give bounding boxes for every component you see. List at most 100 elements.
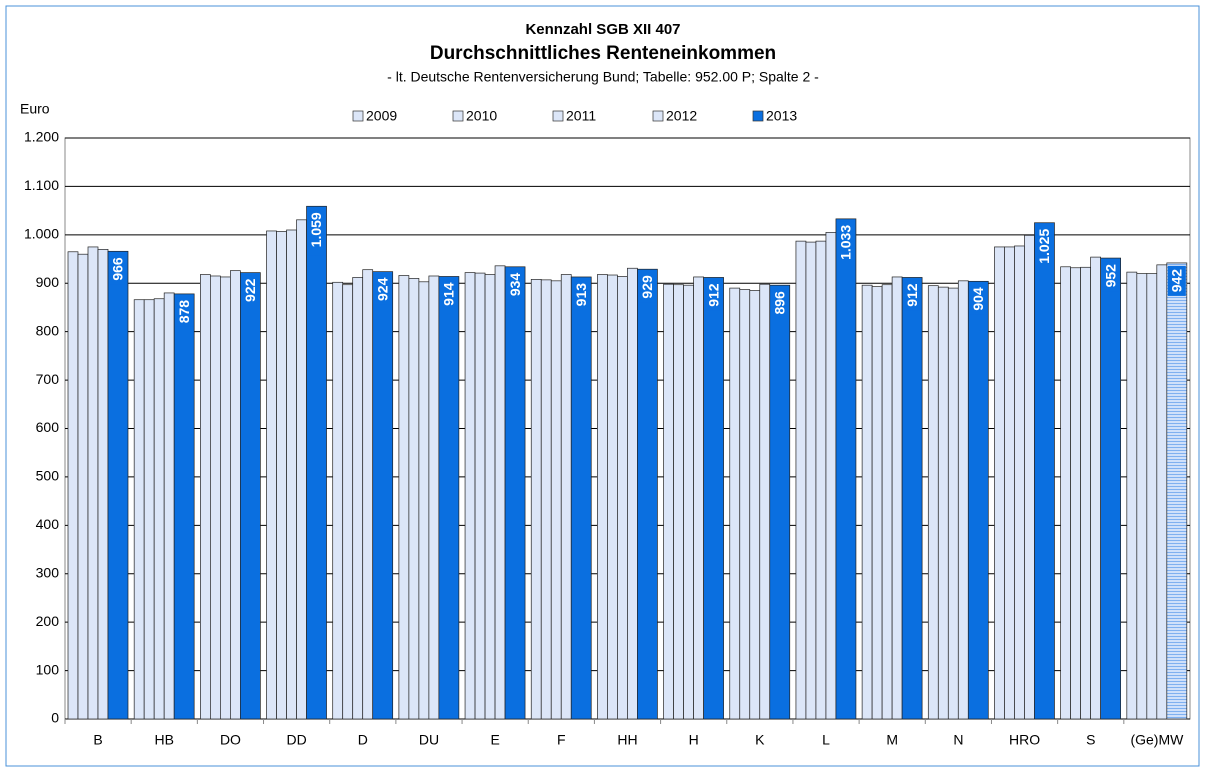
bar <box>815 240 827 720</box>
bar <box>637 268 658 720</box>
value-label: 912 <box>904 283 920 307</box>
bar <box>607 274 618 720</box>
bar <box>1146 273 1158 720</box>
bar <box>1166 262 1188 720</box>
value-label-bg <box>1101 261 1120 292</box>
bar <box>937 286 949 720</box>
legend-swatch <box>352 110 364 122</box>
bar <box>825 232 837 720</box>
bar <box>428 275 440 720</box>
bar <box>881 284 893 720</box>
bar <box>530 279 542 720</box>
bar <box>1080 266 1091 720</box>
bar <box>438 276 460 720</box>
bar <box>398 275 410 720</box>
bar <box>342 284 354 720</box>
x-tick-label: S <box>1086 732 1095 748</box>
y-axis-label: Euro <box>20 101 50 117</box>
bar <box>133 299 145 720</box>
bar <box>871 286 883 720</box>
bar <box>143 299 155 720</box>
bar <box>1004 246 1015 720</box>
chart-note: - lt. Deutsche Rentenversicherung Bund; … <box>387 69 819 85</box>
value-label-bg <box>307 209 326 256</box>
value-label-bg <box>770 288 789 319</box>
bar <box>901 277 923 720</box>
bar <box>769 284 791 720</box>
bar <box>200 274 211 720</box>
y-tick-label: 1.200 <box>24 129 59 145</box>
bar <box>266 230 277 720</box>
y-tick-label: 500 <box>36 468 60 484</box>
bar <box>1070 267 1081 720</box>
bar <box>540 279 552 720</box>
bar <box>560 274 572 720</box>
legend-label: 2012 <box>666 108 697 124</box>
value-label-bg <box>373 274 392 305</box>
value-label: 1.025 <box>1036 229 1052 264</box>
legend-label: 2011 <box>566 108 596 124</box>
bar <box>67 251 79 720</box>
chart-title: Kennzahl SGB XII 407 <box>525 21 680 38</box>
value-label: 934 <box>507 273 523 297</box>
x-tick-label: L <box>822 732 830 748</box>
value-label: 913 <box>573 283 589 307</box>
x-tick-label: HH <box>617 732 637 748</box>
legend-label: 2009 <box>366 108 397 124</box>
bar <box>1126 271 1138 720</box>
x-tick-label: (Ge)MW <box>1130 732 1184 748</box>
bar <box>795 240 807 720</box>
legend-swatch <box>452 110 464 122</box>
x-tick-label: HB <box>155 732 174 748</box>
legend-label: 2010 <box>466 108 497 124</box>
bar <box>484 274 496 720</box>
bar <box>805 241 817 720</box>
bar <box>683 284 694 720</box>
bar <box>1100 257 1121 720</box>
y-tick-label: 1.100 <box>24 177 59 193</box>
bar <box>927 285 939 720</box>
bar <box>1156 264 1168 720</box>
bar <box>947 287 959 720</box>
bar <box>1136 273 1148 720</box>
value-label-bg <box>241 275 260 306</box>
bar <box>220 276 231 720</box>
value-label: 896 <box>771 291 787 315</box>
value-label: 1.033 <box>838 225 854 260</box>
bar <box>703 277 724 720</box>
bar <box>474 272 486 720</box>
bar <box>418 281 430 720</box>
bar <box>210 275 221 720</box>
bar <box>173 293 195 720</box>
bar <box>967 280 989 720</box>
bar <box>240 272 261 720</box>
x-tick-label: DO <box>220 732 241 748</box>
bar <box>550 280 562 720</box>
value-label-bg <box>175 296 194 327</box>
legend-swatch <box>552 110 564 122</box>
bar <box>570 276 592 720</box>
value-label: 924 <box>374 277 390 301</box>
bar <box>1034 222 1055 720</box>
y-tick-label: 200 <box>36 613 60 629</box>
legend-swatch <box>752 110 764 122</box>
value-label-bg <box>836 221 855 268</box>
value-label-bg <box>506 269 525 300</box>
value-label: 952 <box>1102 264 1118 288</box>
x-tick-label: E <box>490 732 499 748</box>
value-label-bg <box>1035 225 1054 272</box>
y-tick-label: 700 <box>36 371 60 387</box>
value-label: 904 <box>970 287 986 311</box>
bar <box>693 276 704 720</box>
bar <box>362 269 374 720</box>
bar <box>332 281 344 720</box>
x-tick-label: B <box>93 732 102 748</box>
y-tick-label: 0 <box>51 710 59 726</box>
bar <box>286 229 297 720</box>
y-tick-label: 100 <box>36 661 60 677</box>
bar <box>739 289 751 720</box>
bar <box>276 231 287 720</box>
y-tick-label: 400 <box>36 516 60 532</box>
value-label: 1.059 <box>308 212 324 247</box>
bar <box>153 298 165 720</box>
